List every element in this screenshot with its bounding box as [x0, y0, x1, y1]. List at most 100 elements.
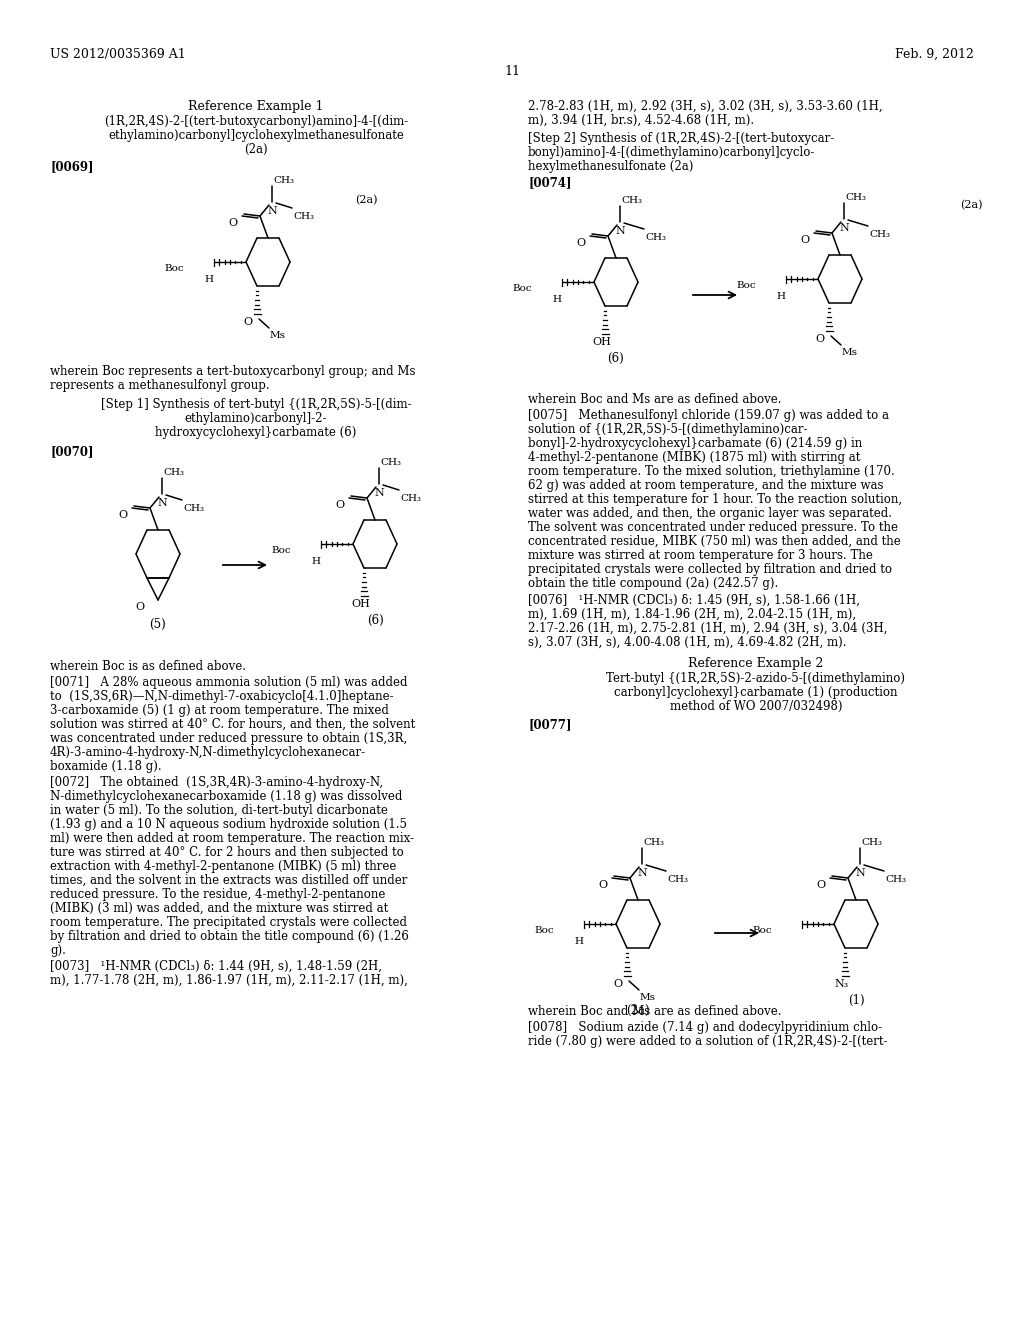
- Text: g).: g).: [50, 944, 66, 957]
- Text: H: H: [776, 292, 785, 301]
- Text: N: N: [615, 226, 625, 236]
- Text: to  (1S,3S,6R)—N,N-dimethyl-7-oxabicyclo[4.1.0]heptane-: to (1S,3S,6R)—N,N-dimethyl-7-oxabicyclo[…: [50, 690, 393, 704]
- Text: wherein Boc and Ms are as defined above.: wherein Boc and Ms are as defined above.: [528, 393, 781, 407]
- Text: US 2012/0035369 A1: US 2012/0035369 A1: [50, 48, 185, 61]
- Text: (6): (6): [607, 352, 625, 366]
- Text: (2a): (2a): [244, 143, 268, 156]
- Text: [0076]   ¹H-NMR (CDCl₃) δ: 1.45 (9H, s), 1.58-1.66 (1H,: [0076] ¹H-NMR (CDCl₃) δ: 1.45 (9H, s), 1…: [528, 594, 860, 607]
- Text: [0074]: [0074]: [528, 176, 571, 189]
- Text: m), 3.94 (1H, br.s), 4.52-4.68 (1H, m).: m), 3.94 (1H, br.s), 4.52-4.68 (1H, m).: [528, 114, 754, 127]
- Text: CH₃: CH₃: [163, 469, 184, 477]
- Text: N: N: [374, 488, 384, 498]
- Text: (2a): (2a): [355, 195, 378, 206]
- Text: Reference Example 2: Reference Example 2: [688, 657, 823, 671]
- Text: hexylmethanesulfonate (2a): hexylmethanesulfonate (2a): [528, 160, 693, 173]
- Text: CH₃: CH₃: [293, 213, 314, 220]
- Text: (5): (5): [150, 618, 166, 631]
- Text: ethylamino)carbonyl]-2-: ethylamino)carbonyl]-2-: [184, 412, 328, 425]
- Text: (2a): (2a): [961, 201, 982, 210]
- Text: reduced pressure. To the residue, 4-methyl-2-pentanone: reduced pressure. To the residue, 4-meth…: [50, 888, 385, 902]
- Text: ml) were then added at room temperature. The reaction mix-: ml) were then added at room temperature.…: [50, 832, 414, 845]
- Text: CH₃: CH₃: [380, 458, 401, 467]
- Text: 2.78-2.83 (1H, m), 2.92 (3H, s), 3.02 (3H, s), 3.53-3.60 (1H,: 2.78-2.83 (1H, m), 2.92 (3H, s), 3.02 (3…: [528, 100, 883, 114]
- Text: CH₃: CH₃: [621, 195, 642, 205]
- Text: bonyl]-2-hydroxycyclohexyl}carbamate (6) (214.59 g) in: bonyl]-2-hydroxycyclohexyl}carbamate (6)…: [528, 437, 862, 450]
- Text: [0077]: [0077]: [528, 718, 571, 731]
- Text: boxamide (1.18 g).: boxamide (1.18 g).: [50, 760, 162, 774]
- Text: mixture was stirred at room temperature for 3 hours. The: mixture was stirred at room temperature …: [528, 549, 872, 562]
- Text: O: O: [336, 500, 344, 510]
- Text: N₃: N₃: [835, 979, 849, 989]
- Text: [0072]   The obtained  (1S,3R,4R)-3-amino-4-hydroxy-N,: [0072] The obtained (1S,3R,4R)-3-amino-4…: [50, 776, 383, 789]
- Text: H: H: [205, 275, 213, 284]
- Text: precipitated crystals were collected by filtration and dried to: precipitated crystals were collected by …: [528, 564, 892, 576]
- Text: 2.17-2.26 (1H, m), 2.75-2.81 (1H, m), 2.94 (3H, s), 3.04 (3H,: 2.17-2.26 (1H, m), 2.75-2.81 (1H, m), 2.…: [528, 622, 888, 635]
- Text: O: O: [815, 334, 824, 345]
- Text: Ms: Ms: [640, 993, 656, 1002]
- Text: was concentrated under reduced pressure to obtain (1S,3R,: was concentrated under reduced pressure …: [50, 733, 408, 744]
- Text: [0075]   Methanesulfonyl chloride (159.07 g) was added to a: [0075] Methanesulfonyl chloride (159.07 …: [528, 409, 889, 422]
- Text: CH₃: CH₃: [861, 838, 882, 847]
- Text: CH₃: CH₃: [645, 234, 666, 242]
- Text: ture was stirred at 40° C. for 2 hours and then subjected to: ture was stirred at 40° C. for 2 hours a…: [50, 846, 403, 859]
- Text: 62 g) was added at room temperature, and the mixture was: 62 g) was added at room temperature, and…: [528, 479, 884, 492]
- Text: Boc: Boc: [736, 281, 756, 290]
- Text: hydroxycyclohexyl}carbamate (6): hydroxycyclohexyl}carbamate (6): [156, 426, 356, 440]
- Text: O: O: [577, 238, 586, 248]
- Text: H: H: [553, 294, 561, 304]
- Text: 11: 11: [504, 65, 520, 78]
- Text: [0073]   ¹H-NMR (CDCl₃) δ: 1.44 (9H, s), 1.48-1.59 (2H,: [0073] ¹H-NMR (CDCl₃) δ: 1.44 (9H, s), 1…: [50, 960, 382, 973]
- Text: concentrated residue, MIBK (750 ml) was then added, and the: concentrated residue, MIBK (750 ml) was …: [528, 535, 901, 548]
- Text: O: O: [243, 317, 252, 327]
- Text: Ms: Ms: [842, 348, 858, 356]
- Text: (1): (1): [848, 994, 864, 1007]
- Text: [Step 2] Synthesis of (1R,2R,4S)-2-[(tert-butoxycar-: [Step 2] Synthesis of (1R,2R,4S)-2-[(ter…: [528, 132, 835, 145]
- Text: CH₃: CH₃: [273, 176, 294, 185]
- Text: in water (5 ml). To the solution, di-tert-butyl dicarbonate: in water (5 ml). To the solution, di-ter…: [50, 804, 388, 817]
- Text: room temperature. The precipitated crystals were collected: room temperature. The precipitated cryst…: [50, 916, 407, 929]
- Text: m), 1.69 (1H, m), 1.84-1.96 (2H, m), 2.04-2.15 (1H, m),: m), 1.69 (1H, m), 1.84-1.96 (2H, m), 2.0…: [528, 609, 856, 620]
- Text: room temperature. To the mixed solution, triethylamine (170.: room temperature. To the mixed solution,…: [528, 465, 895, 478]
- Text: CH₃: CH₃: [845, 193, 866, 202]
- Text: N: N: [157, 498, 167, 508]
- Text: wherein Boc represents a tert-butoxycarbonyl group; and Ms: wherein Boc represents a tert-butoxycarb…: [50, 366, 416, 378]
- Text: ethylamino)carbonyl]cyclohexylmethanesulfonate: ethylamino)carbonyl]cyclohexylmethanesul…: [109, 129, 403, 143]
- Text: (1.93 g) and a 10 N aqueous sodium hydroxide solution (1.5: (1.93 g) and a 10 N aqueous sodium hydro…: [50, 818, 407, 832]
- Text: water was added, and then, the organic layer was separated.: water was added, and then, the organic l…: [528, 507, 892, 520]
- Text: [Step 1] Synthesis of tert-butyl {(1R,2R,5S)-5-[(dim-: [Step 1] Synthesis of tert-butyl {(1R,2R…: [100, 399, 412, 411]
- Text: N: N: [855, 869, 865, 878]
- Text: [0069]: [0069]: [50, 160, 93, 173]
- Text: CH₃: CH₃: [643, 838, 664, 847]
- Text: extraction with 4-methyl-2-pentanone (MIBK) (5 ml) three: extraction with 4-methyl-2-pentanone (MI…: [50, 861, 396, 873]
- Text: O: O: [228, 218, 238, 228]
- Text: Boc: Boc: [165, 264, 184, 273]
- Text: wherein Boc and Ms are as defined above.: wherein Boc and Ms are as defined above.: [528, 1005, 781, 1018]
- Text: Feb. 9, 2012: Feb. 9, 2012: [895, 48, 974, 61]
- Text: (6): (6): [367, 614, 383, 627]
- Text: CH₃: CH₃: [869, 230, 890, 239]
- Text: [0078]   Sodium azide (7.14 g) and dodecylpyridinium chlo-: [0078] Sodium azide (7.14 g) and dodecyl…: [528, 1020, 882, 1034]
- Text: CH₃: CH₃: [667, 875, 688, 884]
- Text: N: N: [637, 869, 647, 878]
- Text: 3-carboxamide (5) (1 g) at room temperature. The mixed: 3-carboxamide (5) (1 g) at room temperat…: [50, 704, 389, 717]
- Text: O: O: [801, 235, 810, 246]
- Text: carbonyl]cyclohexyl}carbamate (1) (production: carbonyl]cyclohexyl}carbamate (1) (produ…: [614, 686, 898, 700]
- Text: (2a): (2a): [627, 1005, 650, 1016]
- Text: wherein Boc is as defined above.: wherein Boc is as defined above.: [50, 660, 246, 673]
- Text: H: H: [311, 557, 321, 566]
- Text: H: H: [574, 937, 584, 946]
- Text: N-dimethylcyclohexanecarboxamide (1.18 g) was dissolved: N-dimethylcyclohexanecarboxamide (1.18 g…: [50, 789, 402, 803]
- Text: solution of {(1R,2R,5S)-5-[(dimethylamino)car-: solution of {(1R,2R,5S)-5-[(dimethylamin…: [528, 422, 808, 436]
- Text: Tert-butyl {(1R,2R,5S)-2-azido-5-[(dimethylamino): Tert-butyl {(1R,2R,5S)-2-azido-5-[(dimet…: [606, 672, 905, 685]
- Text: bonyl)amino]-4-[(dimethylamino)carbonyl]cyclo-: bonyl)amino]-4-[(dimethylamino)carbonyl]…: [528, 147, 815, 158]
- Text: Ms: Ms: [270, 331, 286, 341]
- Text: obtain the title compound (2a) (242.57 g).: obtain the title compound (2a) (242.57 g…: [528, 577, 778, 590]
- Text: by filtration and dried to obtain the title compound (6) (1.26: by filtration and dried to obtain the ti…: [50, 931, 409, 942]
- Text: CH₃: CH₃: [400, 494, 421, 503]
- Text: N: N: [839, 223, 849, 234]
- Text: represents a methanesulfonyl group.: represents a methanesulfonyl group.: [50, 379, 269, 392]
- Text: N: N: [267, 206, 276, 216]
- Text: 4R)-3-amino-4-hydroxy-N,N-dimethylcyclohexanecar-: 4R)-3-amino-4-hydroxy-N,N-dimethylcycloh…: [50, 746, 367, 759]
- Text: method of WO 2007/032498): method of WO 2007/032498): [670, 700, 843, 713]
- Text: Boc: Boc: [753, 927, 772, 935]
